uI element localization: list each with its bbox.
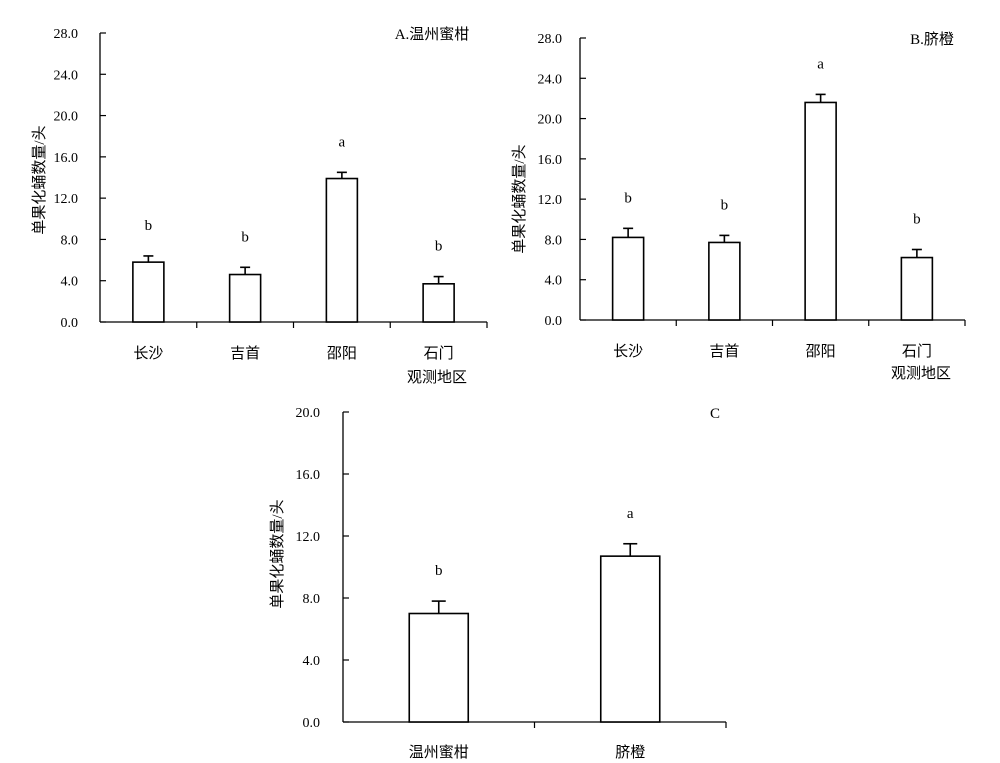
y-tick-label: 12.0 — [296, 530, 321, 545]
bar — [408, 612, 470, 723]
y-axis-label: 单果化蛹数量/头 — [269, 499, 286, 608]
panel-title: B.脐橙 — [910, 31, 954, 48]
category-label: 石门 — [424, 345, 454, 362]
y-tick-label: 0.0 — [545, 314, 563, 329]
significance-label: a — [339, 134, 346, 150]
y-tick-label: 28.0 — [54, 27, 79, 42]
panel-title: C — [710, 406, 720, 422]
significance-label: b — [241, 229, 249, 245]
x-axis-label: 观测地区 — [407, 369, 467, 386]
category-label: 温州蜜柑 — [409, 744, 469, 761]
y-tick-label: 4.0 — [545, 274, 563, 289]
y-axis-label: 单果化蛹数量/头 — [511, 144, 528, 253]
category-label: 吉首 — [230, 345, 260, 362]
bar — [132, 261, 165, 323]
category-label: 长沙 — [133, 345, 163, 362]
category-label: 邵阳 — [806, 343, 836, 360]
y-tick-label: 20.0 — [296, 406, 321, 421]
bar — [900, 256, 934, 321]
category-label: 邵阳 — [327, 345, 357, 362]
significance-label: b — [721, 197, 729, 213]
significance-label: a — [627, 506, 634, 522]
bar — [599, 555, 661, 723]
bar — [228, 273, 262, 323]
bar — [708, 241, 741, 321]
y-tick-label: 8.0 — [545, 233, 563, 248]
y-tick-label: 16.0 — [296, 468, 321, 483]
y-tick-label: 4.0 — [303, 654, 321, 669]
y-tick-label: 12.0 — [54, 192, 79, 207]
significance-label: b — [435, 563, 443, 579]
significance-label: b — [435, 239, 443, 255]
y-tick-label: 4.0 — [61, 275, 79, 290]
chart-panel-2: 0.0 4.0 8.0 12.0 16.0 20.0 b 温州蜜柑 a 脐橙 单果化蛹数量/头 C — [269, 406, 727, 761]
significance-label: b — [624, 190, 632, 206]
significance-label: b — [145, 218, 153, 234]
y-axis-label: 单果化蛹数量/头 — [31, 125, 48, 234]
y-tick-label: 28.0 — [538, 32, 563, 47]
category-label: 吉首 — [709, 343, 739, 360]
category-label: 长沙 — [613, 343, 643, 360]
y-tick-label: 24.0 — [538, 72, 563, 87]
panel-title: A.温州蜜柑 — [395, 26, 470, 43]
category-label: 脐橙 — [615, 744, 645, 761]
chart-panel-1: 0.0 4.0 8.0 12.0 16.0 20.0 24.0 28.0 b 长沙 b 吉首 a 邵阳 b 石… — [511, 31, 966, 382]
y-tick-label: 0.0 — [61, 316, 79, 331]
y-tick-label: 8.0 — [61, 233, 79, 248]
y-tick-label: 8.0 — [303, 592, 321, 607]
category-label: 石门 — [902, 343, 932, 360]
significance-label: a — [817, 56, 824, 72]
y-tick-label: 24.0 — [54, 68, 79, 83]
y-tick-label: 16.0 — [54, 151, 79, 166]
x-axis-label: 观测地区 — [891, 365, 951, 382]
bar — [422, 283, 455, 323]
y-tick-label: 12.0 — [538, 193, 563, 208]
y-tick-label: 20.0 — [54, 110, 79, 125]
bar — [611, 236, 645, 321]
y-tick-label: 20.0 — [538, 113, 563, 128]
bar — [804, 101, 837, 321]
bar — [325, 177, 359, 323]
y-tick-label: 0.0 — [303, 716, 321, 731]
y-tick-label: 16.0 — [538, 153, 563, 168]
significance-label: b — [913, 212, 921, 228]
chart-panel-0: 0.0 4.0 8.0 12.0 16.0 20.0 24.0 28.0 b 长沙 b 吉首 a 邵阳 b 石… — [31, 26, 488, 386]
